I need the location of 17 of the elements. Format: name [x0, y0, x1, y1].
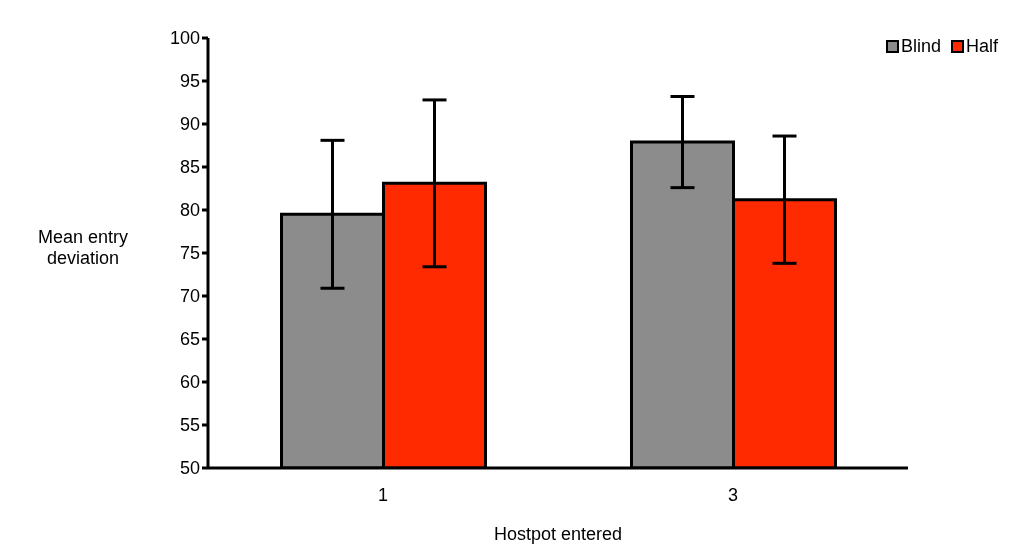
y-tick-label: 75	[179, 243, 200, 264]
legend-label: Half	[965, 36, 998, 57]
y-tick-label: 95	[179, 71, 200, 92]
y-tick-label: 70	[179, 286, 200, 307]
legend-label: Blind	[899, 36, 941, 57]
y-axis-title: Mean entry deviation	[36, 226, 129, 270]
y-tick-label: 55	[179, 415, 200, 436]
y-tick-label: 65	[179, 329, 200, 350]
y-tick-label: 85	[179, 157, 200, 178]
y-tick-label: 60	[179, 372, 200, 393]
y-tick-label: 100	[169, 28, 200, 49]
x-tick-label: 3	[727, 484, 739, 505]
x-tick-label: 1	[377, 484, 389, 505]
x-axis-title: Hostpot entered	[493, 524, 623, 544]
y-tick-label: 80	[179, 200, 200, 221]
y-tick-label: 90	[179, 114, 200, 135]
y-tick-label: 50	[179, 458, 200, 479]
